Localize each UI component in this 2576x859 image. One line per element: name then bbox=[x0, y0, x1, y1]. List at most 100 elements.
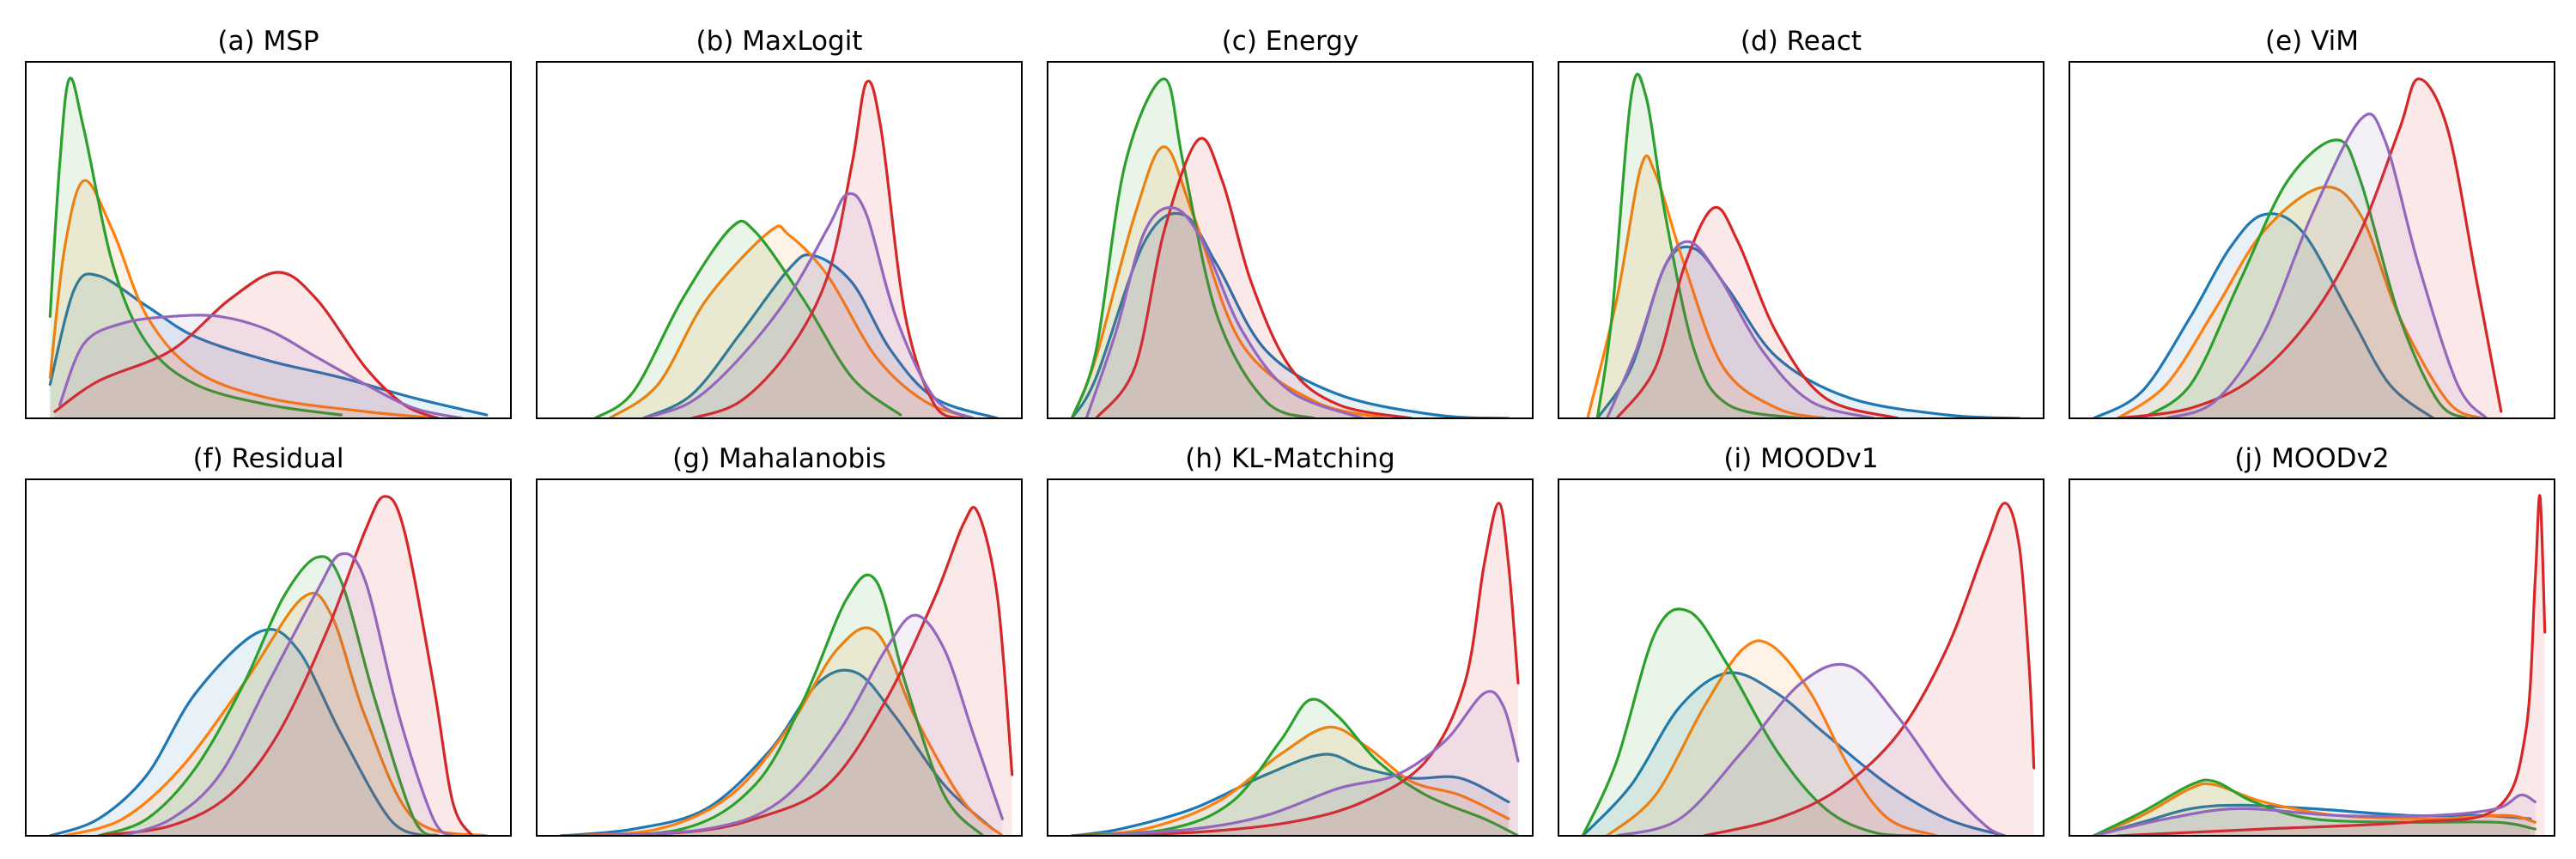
density-line bbox=[1595, 72, 1803, 418]
chart-panel: (d) React bbox=[1558, 26, 2044, 419]
axes-frame bbox=[2069, 478, 2555, 837]
chart-panel: (f) Residual bbox=[25, 443, 512, 837]
density-line bbox=[583, 613, 1004, 836]
density-area bbox=[59, 314, 463, 418]
density-line bbox=[121, 551, 454, 836]
density-line bbox=[63, 592, 489, 836]
plot-area bbox=[593, 79, 999, 418]
density-line bbox=[2092, 793, 2537, 836]
chart-title: (d) React bbox=[1741, 26, 1862, 57]
density-line bbox=[1702, 502, 2036, 836]
density-line bbox=[48, 179, 440, 418]
plot-area bbox=[1581, 502, 2036, 836]
density-area bbox=[2117, 495, 2545, 836]
chart-panel: (c) Energy bbox=[1047, 26, 1534, 419]
density-area bbox=[50, 629, 424, 836]
chart-title: (a) MSP bbox=[217, 26, 319, 57]
density-line bbox=[53, 271, 440, 418]
plot-area bbox=[1070, 77, 1510, 418]
density-line bbox=[1094, 690, 1520, 836]
chart-title: (h) KL-Matching bbox=[1185, 443, 1394, 474]
density-area bbox=[1086, 207, 1364, 418]
density-line bbox=[2116, 185, 2483, 418]
density-area bbox=[1607, 241, 1874, 418]
axes-frame bbox=[1558, 478, 2044, 837]
density-line bbox=[1615, 205, 1900, 418]
density-line bbox=[1070, 77, 1316, 418]
density-area bbox=[2166, 113, 2487, 418]
density-area bbox=[1616, 664, 2005, 836]
density-line bbox=[2165, 113, 2488, 418]
density-area bbox=[50, 77, 342, 418]
density-line bbox=[2116, 494, 2547, 836]
density-area bbox=[1072, 727, 1509, 836]
chart-panel: (a) MSP bbox=[25, 26, 512, 419]
density-line bbox=[1070, 211, 1510, 418]
density-area bbox=[1597, 74, 1801, 418]
density-area bbox=[609, 226, 974, 418]
density-line bbox=[593, 219, 902, 418]
chart-panel: (e) ViM bbox=[2069, 26, 2555, 419]
density-area bbox=[2093, 780, 2536, 836]
axes-frame bbox=[1558, 61, 2044, 419]
chart-panel: (h) KL-Matching bbox=[1047, 443, 1534, 837]
chart-title: (b) MaxLogit bbox=[696, 26, 863, 57]
chart-title: (f) Residual bbox=[193, 443, 344, 474]
density-line bbox=[48, 76, 343, 417]
density-area bbox=[1583, 608, 1923, 836]
density-area bbox=[594, 221, 901, 418]
chart-title: (g) Mahalanobis bbox=[672, 443, 886, 474]
density-line bbox=[1094, 137, 1413, 418]
density-area bbox=[2142, 139, 2468, 418]
density-area bbox=[1072, 754, 1509, 836]
density-area bbox=[64, 593, 487, 836]
axes-frame bbox=[25, 61, 512, 419]
density-line bbox=[1070, 752, 1510, 836]
density-area bbox=[50, 273, 487, 418]
density-area bbox=[98, 556, 439, 836]
density-line bbox=[58, 314, 465, 418]
density-line bbox=[48, 627, 425, 836]
chart-title: (j) MOODv2 bbox=[2234, 443, 2389, 474]
density-area bbox=[50, 180, 439, 418]
density-area bbox=[1072, 78, 1315, 418]
density-area bbox=[1587, 155, 1826, 418]
density-line bbox=[641, 192, 975, 418]
density-area bbox=[1072, 146, 1388, 418]
density-area bbox=[585, 615, 1003, 836]
density-area bbox=[1096, 691, 1518, 836]
density-line bbox=[690, 79, 965, 418]
density-area bbox=[643, 193, 974, 418]
density-area bbox=[123, 553, 453, 836]
density-line bbox=[2116, 77, 2503, 418]
plot-area bbox=[559, 505, 1014, 836]
density-area bbox=[2117, 186, 2482, 418]
chart-panel: (i) MOODv1 bbox=[1558, 443, 2044, 837]
density-line bbox=[1615, 662, 2007, 836]
axes-frame bbox=[1047, 61, 1534, 419]
density-area bbox=[643, 254, 998, 418]
density-area bbox=[561, 627, 1003, 836]
density-area bbox=[2117, 78, 2501, 418]
density-line bbox=[97, 495, 474, 836]
density-line bbox=[559, 573, 985, 836]
density-area bbox=[1072, 503, 1518, 836]
plot-area bbox=[1070, 502, 1520, 836]
density-line bbox=[1605, 639, 1939, 836]
density-line bbox=[608, 224, 975, 418]
plot-area bbox=[48, 495, 489, 836]
axes-frame bbox=[536, 61, 1023, 419]
density-area bbox=[561, 575, 983, 836]
density-area bbox=[1072, 698, 1518, 836]
density-area bbox=[1704, 503, 2034, 836]
density-line bbox=[1070, 502, 1520, 836]
axes-frame bbox=[2069, 61, 2555, 419]
density-line bbox=[1070, 145, 1389, 418]
density-area bbox=[1072, 213, 1509, 418]
chart-panel: (b) MaxLogit bbox=[536, 26, 1023, 419]
density-line bbox=[48, 272, 489, 417]
density-line bbox=[97, 555, 440, 836]
plot-area bbox=[2092, 77, 2503, 418]
density-area bbox=[98, 496, 472, 836]
